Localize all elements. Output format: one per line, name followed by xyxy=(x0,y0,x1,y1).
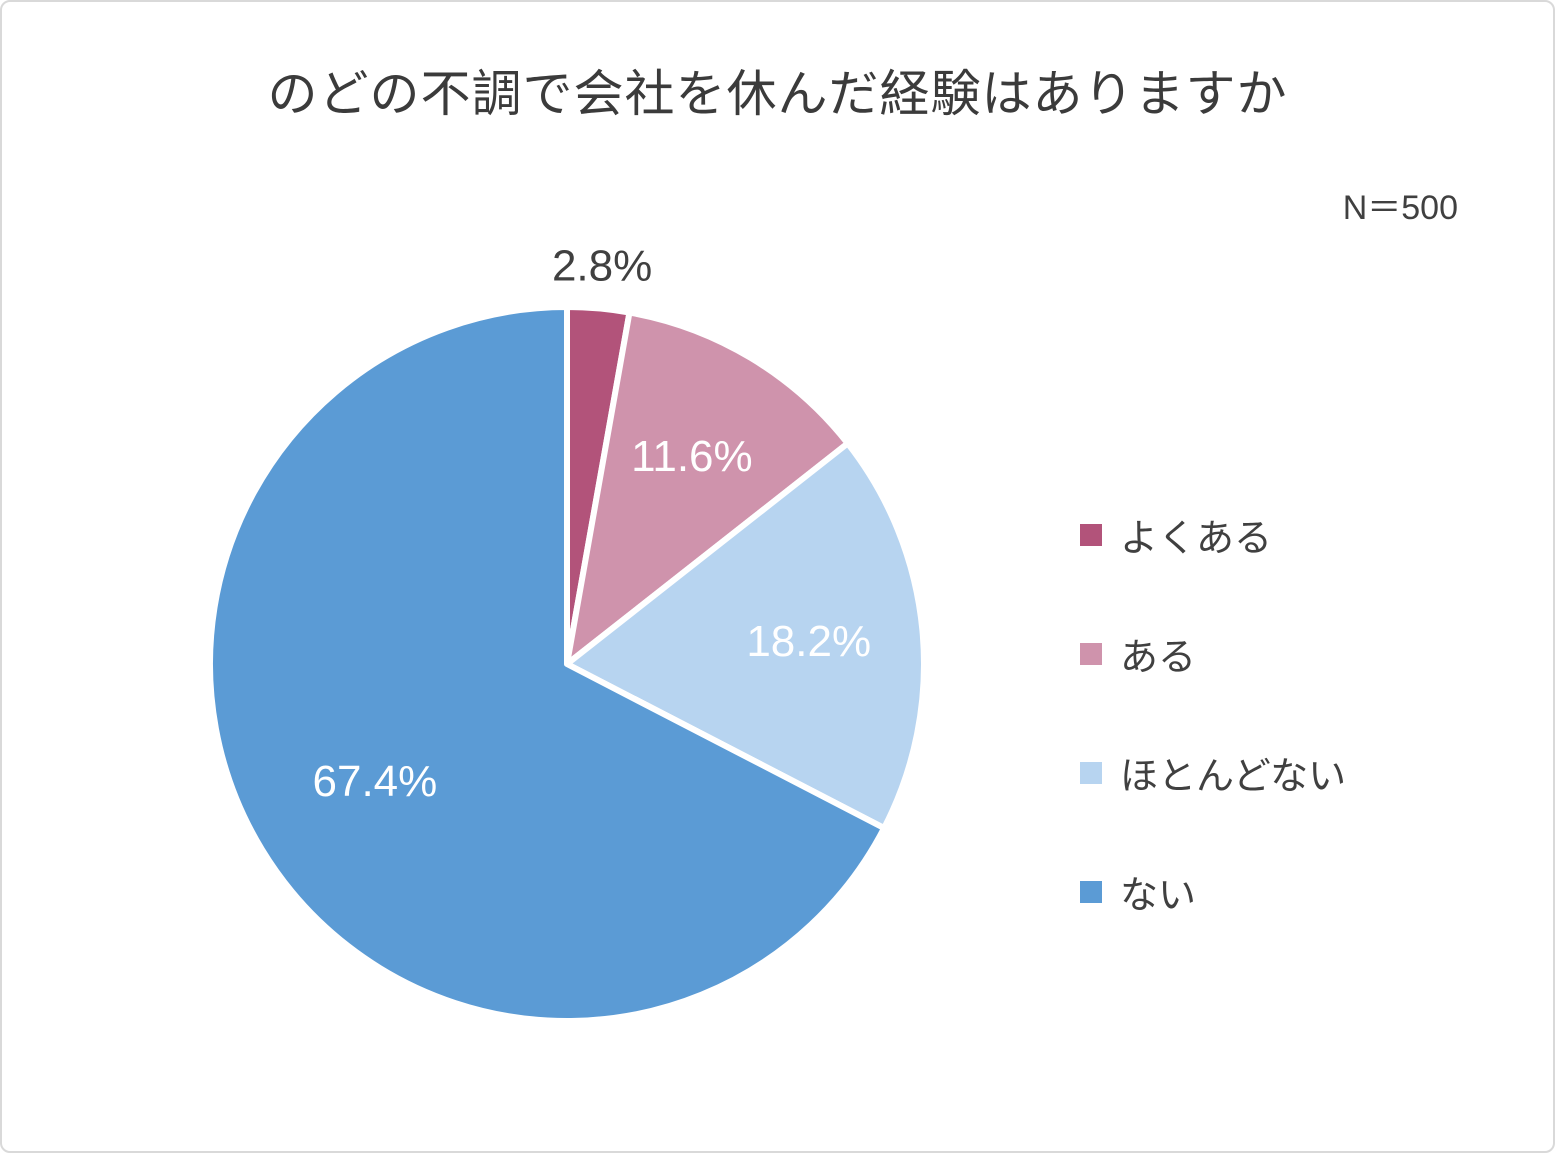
legend-label: ない xyxy=(1120,875,1197,917)
pie-label-2: 18.2% xyxy=(746,617,871,666)
legend: よくある ある ほとんどない ない xyxy=(1080,507,1346,919)
pie-label-1: 11.6% xyxy=(631,432,753,481)
legend-label: ほとんどない xyxy=(1120,756,1347,798)
sample-size-label: N＝500 xyxy=(1342,189,1458,227)
pie-slice-3 xyxy=(206,304,888,1024)
legend-swatch-icon xyxy=(1080,880,1102,903)
legend-label: よくある xyxy=(1120,518,1273,560)
legend-label: ある xyxy=(1120,637,1197,679)
legend-swatch-icon xyxy=(1080,523,1102,546)
legend-item-aru: ある xyxy=(1080,626,1346,681)
legend-item-yokuaru: よくある xyxy=(1080,507,1346,562)
pie-slice-2 xyxy=(564,440,927,832)
pie-label-3: 67.4% xyxy=(313,757,438,806)
legend-item-nai: ない xyxy=(1080,864,1346,919)
chart-title: のどの不調で会社を休んだ経験はありますか xyxy=(267,66,1288,122)
legend-swatch-icon xyxy=(1080,761,1102,784)
pie-label-0: 2.8% xyxy=(552,242,652,291)
legend-item-hotondonai: ほとんどない xyxy=(1080,745,1346,800)
legend-swatch-icon xyxy=(1080,642,1102,665)
pie-slice-1 xyxy=(564,309,851,667)
